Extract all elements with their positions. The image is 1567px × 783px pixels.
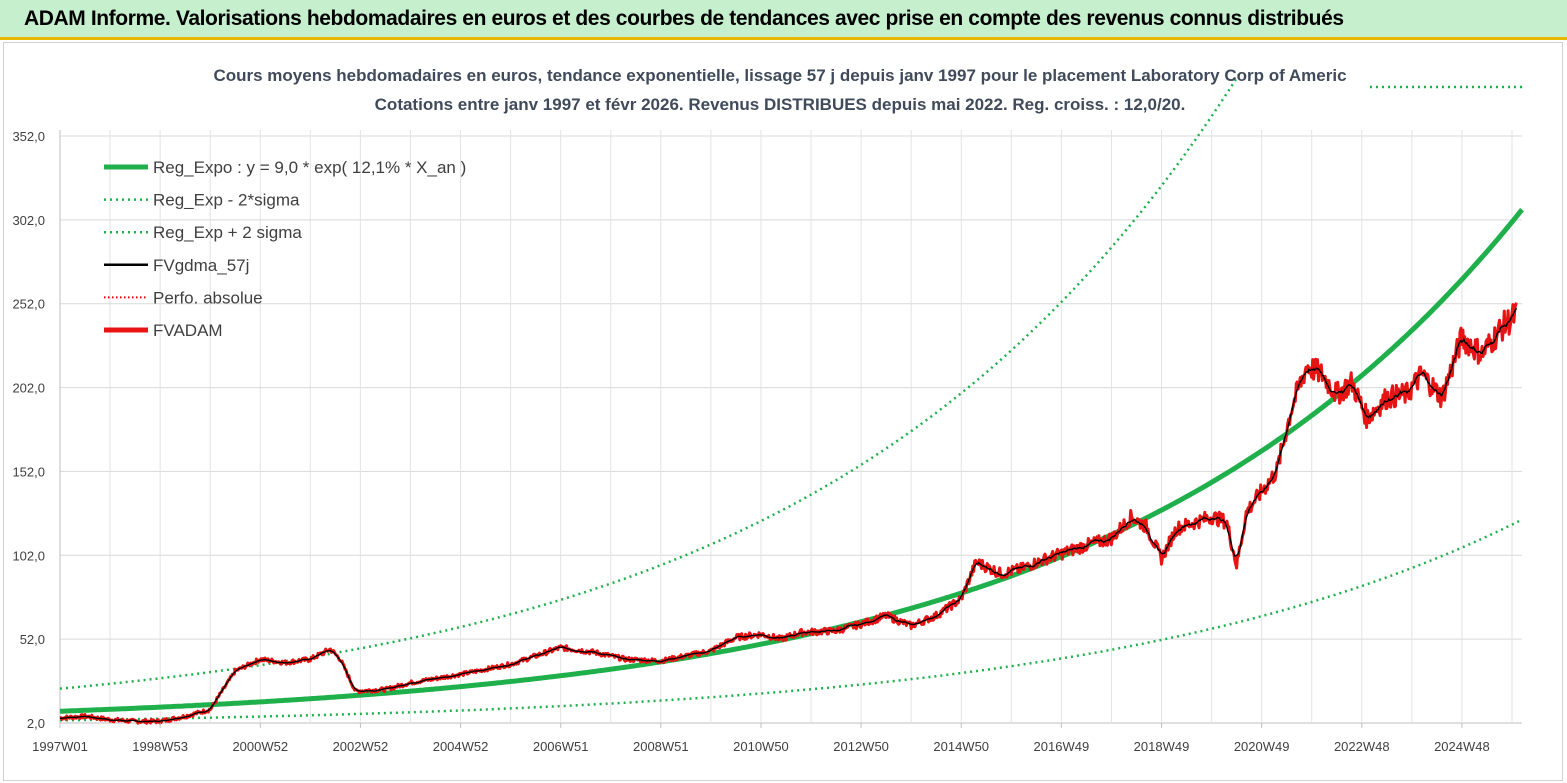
- legend-label: Reg_Exp - 2*sigma: [153, 191, 300, 210]
- y-tick-label: 302,0: [12, 213, 45, 228]
- x-tick-label: 2012W50: [833, 739, 889, 754]
- x-tick-label: 2008W51: [633, 739, 689, 754]
- chart-title-line2: Cotations entre janv 1997 et févr 2026. …: [375, 95, 1186, 114]
- legend: Reg_Expo : y = 9,0 * exp( 12,1% * X_an )…: [104, 158, 466, 340]
- legend-item: Reg_Expo : y = 9,0 * exp( 12,1% * X_an ): [104, 158, 466, 177]
- x-tick-label: 2014W50: [933, 739, 989, 754]
- y-tick-label: 52,0: [20, 632, 45, 647]
- x-tick-label: 2010W50: [733, 739, 789, 754]
- legend-label: FVgdma_57j: [153, 256, 249, 275]
- legend-item: FVgdma_57j: [104, 256, 249, 275]
- reg-exp-minus-2sigma-line: [60, 518, 1523, 722]
- y-tick-label: 202,0: [12, 381, 45, 396]
- y-tick-label: 152,0: [12, 464, 45, 479]
- x-tick-label: 2000W52: [232, 739, 288, 754]
- x-tick-label: 2020W49: [1234, 739, 1290, 754]
- fvadam-line: [59, 301, 1518, 725]
- legend-item: Perfo. absolue: [104, 288, 263, 307]
- title-banner: ADAM Informe. Valorisations hebdomadaire…: [0, 0, 1567, 40]
- x-tick-label: 2002W52: [333, 739, 389, 754]
- legend-label: FVADAM: [153, 321, 223, 340]
- legend-item: Reg_Exp + 2 sigma: [104, 223, 302, 242]
- x-tick-label: 2022W48: [1334, 739, 1390, 754]
- y-tick-label: 102,0: [12, 548, 45, 563]
- legend-item: Reg_Exp - 2*sigma: [104, 191, 300, 210]
- x-tick-label: 2024W48: [1434, 739, 1490, 754]
- legend-label: Perfo. absolue: [153, 288, 263, 307]
- x-tick-label: 2006W51: [533, 739, 589, 754]
- banner-title: ADAM Informe. Valorisations hebdomadaire…: [24, 7, 1344, 30]
- legend-label: Reg_Exp + 2 sigma: [153, 223, 302, 242]
- chart-title-line1: Cours moyens hebdomadaires en euros, ten…: [213, 66, 1346, 85]
- chart-frame: [3, 42, 1563, 781]
- x-tick-label: 2018W49: [1134, 739, 1190, 754]
- legend-label: Reg_Expo : y = 9,0 * exp( 12,1% * X_an ): [153, 158, 466, 177]
- x-tick-label: 2016W49: [1034, 739, 1090, 754]
- y-tick-label: 352,0: [12, 129, 45, 144]
- x-tick-label: 2004W52: [433, 739, 489, 754]
- y-tick-label: 252,0: [12, 297, 45, 312]
- y-tick-label: 2,0: [27, 716, 45, 731]
- fvgdma-57j-line: [59, 307, 1518, 723]
- x-tick-label: 1998W53: [132, 739, 188, 754]
- x-tick-label: 1997W01: [32, 739, 88, 754]
- legend-item: FVADAM: [104, 321, 223, 340]
